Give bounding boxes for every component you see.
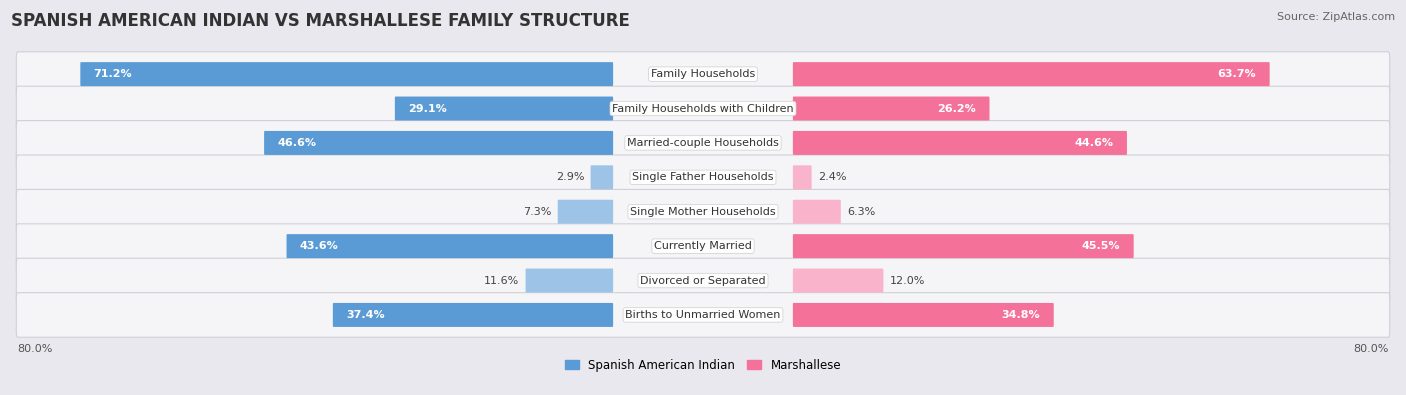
FancyBboxPatch shape bbox=[287, 234, 613, 258]
Text: Currently Married: Currently Married bbox=[654, 241, 752, 251]
Text: 63.7%: 63.7% bbox=[1218, 69, 1257, 79]
FancyBboxPatch shape bbox=[80, 62, 613, 86]
Legend: Spanish American Indian, Marshallese: Spanish American Indian, Marshallese bbox=[560, 354, 846, 376]
FancyBboxPatch shape bbox=[793, 200, 841, 224]
FancyBboxPatch shape bbox=[793, 62, 1270, 86]
Text: 43.6%: 43.6% bbox=[299, 241, 339, 251]
Text: Source: ZipAtlas.com: Source: ZipAtlas.com bbox=[1277, 12, 1395, 22]
Text: 29.1%: 29.1% bbox=[408, 103, 447, 113]
FancyBboxPatch shape bbox=[793, 166, 811, 189]
FancyBboxPatch shape bbox=[264, 131, 613, 155]
FancyBboxPatch shape bbox=[526, 269, 613, 293]
Text: Divorced or Separated: Divorced or Separated bbox=[640, 276, 766, 286]
FancyBboxPatch shape bbox=[17, 86, 1389, 131]
Text: 26.2%: 26.2% bbox=[938, 103, 976, 113]
Text: 46.6%: 46.6% bbox=[277, 138, 316, 148]
FancyBboxPatch shape bbox=[17, 224, 1389, 269]
FancyBboxPatch shape bbox=[558, 200, 613, 224]
Text: 6.3%: 6.3% bbox=[848, 207, 876, 217]
Text: 12.0%: 12.0% bbox=[890, 276, 925, 286]
Text: Single Mother Households: Single Mother Households bbox=[630, 207, 776, 217]
Text: 34.8%: 34.8% bbox=[1001, 310, 1040, 320]
Text: Single Father Households: Single Father Households bbox=[633, 172, 773, 182]
FancyBboxPatch shape bbox=[17, 52, 1389, 96]
Text: SPANISH AMERICAN INDIAN VS MARSHALLESE FAMILY STRUCTURE: SPANISH AMERICAN INDIAN VS MARSHALLESE F… bbox=[11, 12, 630, 30]
Text: 2.9%: 2.9% bbox=[555, 172, 583, 182]
FancyBboxPatch shape bbox=[17, 258, 1389, 303]
Text: Family Households: Family Households bbox=[651, 69, 755, 79]
FancyBboxPatch shape bbox=[793, 269, 883, 293]
FancyBboxPatch shape bbox=[793, 131, 1128, 155]
FancyBboxPatch shape bbox=[793, 303, 1053, 327]
Text: 80.0%: 80.0% bbox=[1353, 344, 1388, 354]
Text: 2.4%: 2.4% bbox=[818, 172, 846, 182]
FancyBboxPatch shape bbox=[17, 190, 1389, 234]
Text: 11.6%: 11.6% bbox=[484, 276, 519, 286]
Text: 44.6%: 44.6% bbox=[1074, 138, 1114, 148]
Text: 45.5%: 45.5% bbox=[1081, 241, 1121, 251]
FancyBboxPatch shape bbox=[17, 120, 1389, 165]
FancyBboxPatch shape bbox=[793, 234, 1133, 258]
FancyBboxPatch shape bbox=[793, 96, 990, 120]
FancyBboxPatch shape bbox=[395, 96, 613, 120]
FancyBboxPatch shape bbox=[591, 166, 613, 189]
Text: 80.0%: 80.0% bbox=[18, 344, 53, 354]
FancyBboxPatch shape bbox=[17, 155, 1389, 199]
FancyBboxPatch shape bbox=[17, 293, 1389, 337]
FancyBboxPatch shape bbox=[333, 303, 613, 327]
Text: 71.2%: 71.2% bbox=[94, 69, 132, 79]
Text: Married-couple Households: Married-couple Households bbox=[627, 138, 779, 148]
Text: 37.4%: 37.4% bbox=[346, 310, 385, 320]
Text: Births to Unmarried Women: Births to Unmarried Women bbox=[626, 310, 780, 320]
Text: 7.3%: 7.3% bbox=[523, 207, 551, 217]
Text: Family Households with Children: Family Households with Children bbox=[612, 103, 794, 113]
